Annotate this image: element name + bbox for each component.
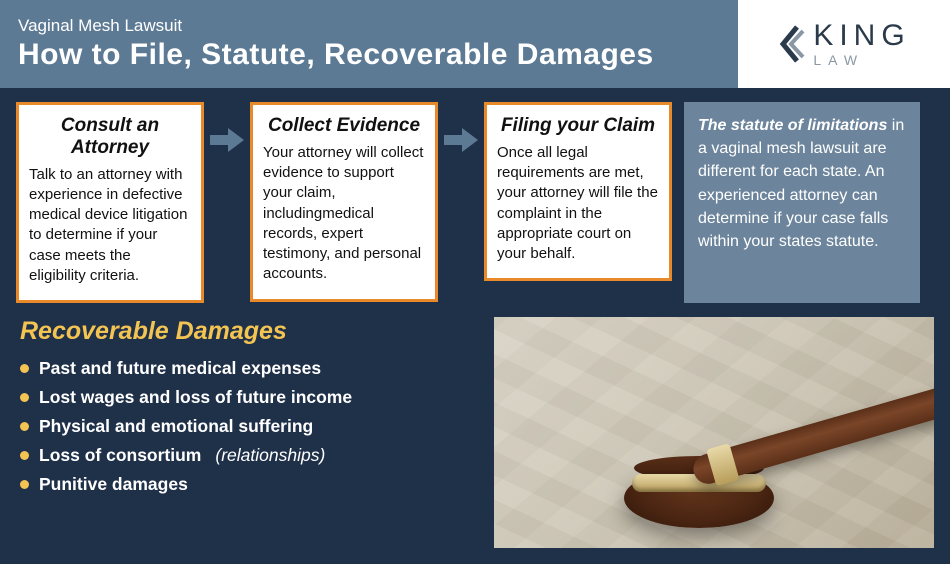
gavel-photo [494,317,934,548]
step-card-evidence: Collect Evidence Your attorney will coll… [250,102,438,302]
top-row: Consult an Attorney Talk to an attorney … [16,102,934,303]
list-item: Past and future medical expenses [20,354,476,383]
brand-logo: KING LAW [738,0,950,88]
arrow-right-icon [210,128,244,152]
statute-sidebar: The statute of limitations in a vaginal … [684,102,920,303]
step-body: Once all legal requirements are met, you… [497,143,659,265]
header-text-block: Vaginal Mesh Lawsuit How to File, Statut… [0,0,738,88]
sidebar-emphasis: The statute of limitations [698,117,887,134]
infographic-container: Vaginal Mesh Lawsuit How to File, Statut… [0,0,950,564]
steps-flow: Consult an Attorney Talk to an attorney … [16,102,672,303]
logo-text: KING LAW [813,21,910,67]
arrow-right-icon [444,128,478,152]
chevron-left-icon [777,25,805,63]
step-body: Talk to an attorney with experience in d… [29,165,191,287]
list-item: Physical and emotional suffering [20,412,476,441]
step-title: Collect Evidence [263,115,425,137]
step-card-consult: Consult an Attorney Talk to an attorney … [16,102,204,303]
header: Vaginal Mesh Lawsuit How to File, Statut… [0,0,950,88]
damages-title: Recoverable Damages [20,317,476,346]
list-item: Loss of consortium(relationships) [20,441,476,470]
step-title: Consult an Attorney [29,115,191,159]
list-item: Lost wages and loss of future income [20,383,476,412]
step-body: Your attorney will collect evidence to s… [263,143,425,285]
list-item: Punitive damages [20,470,476,499]
logo-brand-top: KING [813,21,910,51]
step-card-filing: Filing your Claim Once all legal require… [484,102,672,281]
damages-section: Recoverable Damages Past and future medi… [16,317,476,548]
header-title: How to File, Statute, Recoverable Damage… [18,38,720,72]
main-panel: Consult an Attorney Talk to an attorney … [0,88,950,564]
bottom-row: Recoverable Damages Past and future medi… [16,317,934,548]
damages-list: Past and future medical expenses Lost wa… [20,354,476,499]
step-title: Filing your Claim [497,115,659,137]
header-subtitle: Vaginal Mesh Lawsuit [18,16,720,36]
sidebar-rest: in a vaginal mesh lawsuit are different … [698,117,904,250]
logo-brand-bottom: LAW [813,53,910,67]
